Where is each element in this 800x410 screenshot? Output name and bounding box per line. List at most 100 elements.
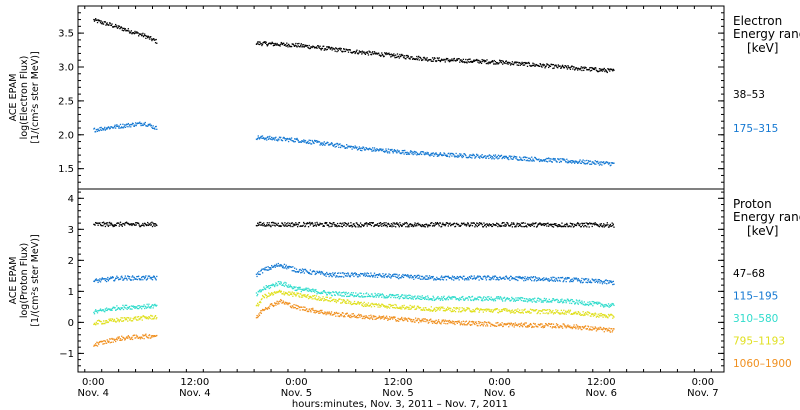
data-point bbox=[430, 58, 432, 61]
data-point bbox=[398, 226, 400, 228]
data-point bbox=[520, 299, 523, 302]
data-point bbox=[514, 278, 517, 281]
data-point bbox=[446, 154, 448, 156]
data-point bbox=[373, 225, 376, 227]
data-point bbox=[330, 275, 333, 277]
data-point bbox=[150, 276, 152, 279]
data-point bbox=[116, 337, 118, 339]
data-point bbox=[552, 313, 555, 315]
data-point bbox=[438, 321, 440, 323]
data-point bbox=[548, 225, 550, 227]
data-point bbox=[411, 320, 414, 323]
data-point bbox=[297, 288, 299, 290]
data-point bbox=[429, 310, 431, 312]
data-point bbox=[393, 149, 396, 151]
data-point bbox=[296, 292, 298, 294]
data-point bbox=[385, 224, 388, 226]
data-point bbox=[511, 277, 514, 279]
data-point bbox=[109, 318, 111, 320]
data-point bbox=[425, 153, 428, 155]
data-point bbox=[537, 278, 540, 281]
data-point bbox=[363, 315, 365, 317]
data-point bbox=[378, 295, 380, 297]
data-point bbox=[284, 138, 286, 140]
data-point bbox=[303, 141, 305, 143]
data-point bbox=[284, 284, 287, 286]
data-point bbox=[134, 317, 136, 319]
data-point bbox=[419, 223, 421, 226]
data-point bbox=[610, 280, 612, 282]
data-point bbox=[154, 223, 157, 225]
data-point bbox=[523, 324, 526, 326]
data-point bbox=[404, 296, 406, 298]
data-point bbox=[526, 156, 528, 159]
data-point bbox=[267, 138, 270, 140]
data-point bbox=[474, 277, 476, 279]
data-point bbox=[303, 306, 305, 308]
data-point bbox=[417, 277, 419, 280]
data-point bbox=[306, 270, 308, 272]
data-point bbox=[129, 123, 131, 126]
data-point bbox=[479, 60, 481, 62]
data-point bbox=[503, 225, 506, 227]
data-point bbox=[289, 222, 291, 225]
data-point bbox=[155, 318, 157, 320]
data-point bbox=[524, 308, 526, 310]
data-point bbox=[135, 334, 137, 336]
data-point bbox=[440, 59, 442, 62]
data-point bbox=[318, 141, 321, 143]
data-point bbox=[139, 121, 141, 123]
data-point bbox=[293, 286, 295, 288]
data-point bbox=[557, 64, 559, 66]
data-point bbox=[499, 323, 501, 325]
data-point bbox=[494, 154, 497, 156]
data-point bbox=[102, 128, 104, 130]
data-point bbox=[505, 310, 507, 312]
data-point bbox=[442, 276, 444, 279]
data-point bbox=[433, 279, 435, 281]
data-point bbox=[307, 142, 310, 145]
data-point bbox=[494, 325, 497, 327]
data-point bbox=[487, 299, 489, 302]
data-point bbox=[96, 323, 98, 325]
data-point bbox=[552, 157, 555, 160]
data-point bbox=[295, 138, 298, 141]
data-point bbox=[142, 315, 145, 317]
data-point bbox=[495, 224, 497, 227]
data-point bbox=[421, 318, 423, 320]
data-point bbox=[561, 65, 563, 67]
data-point bbox=[128, 276, 131, 278]
data-point bbox=[516, 222, 518, 224]
data-point bbox=[416, 274, 419, 277]
data-point bbox=[379, 318, 382, 320]
data-point bbox=[555, 223, 557, 225]
data-point bbox=[116, 124, 118, 126]
data-point bbox=[503, 157, 506, 159]
data-point bbox=[456, 222, 458, 225]
data-point bbox=[364, 305, 367, 307]
data-point bbox=[115, 309, 117, 311]
data-point bbox=[578, 300, 580, 302]
data-point bbox=[502, 60, 504, 62]
data-point bbox=[363, 224, 365, 226]
data-point bbox=[328, 311, 330, 313]
data-point bbox=[454, 155, 457, 157]
data-point bbox=[99, 278, 101, 280]
data-point bbox=[122, 304, 124, 307]
data-point bbox=[451, 321, 453, 324]
data-point bbox=[459, 275, 462, 278]
data-point bbox=[287, 43, 290, 46]
data-point bbox=[468, 321, 470, 324]
data-point bbox=[457, 156, 460, 158]
data-point bbox=[350, 292, 353, 294]
data-point bbox=[321, 223, 324, 225]
data-point bbox=[129, 278, 131, 281]
data-point bbox=[316, 223, 319, 225]
data-point bbox=[151, 39, 153, 42]
data-point bbox=[263, 41, 265, 44]
data-point bbox=[566, 300, 568, 302]
data-point bbox=[526, 298, 528, 300]
data-point bbox=[483, 222, 485, 224]
data-point bbox=[274, 302, 276, 305]
data-point bbox=[505, 299, 507, 301]
